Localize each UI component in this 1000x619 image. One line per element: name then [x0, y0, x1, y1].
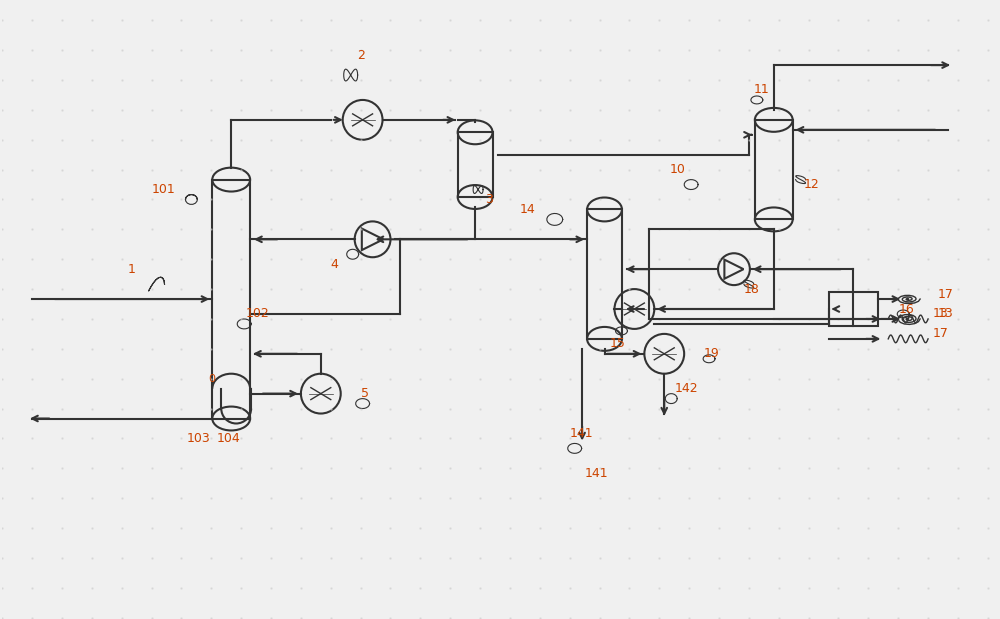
Bar — [458, 132, 493, 197]
Text: 104: 104 — [216, 432, 240, 445]
Text: 13: 13 — [938, 308, 954, 321]
Bar — [829, 292, 878, 326]
Bar — [212, 180, 250, 418]
Text: 102: 102 — [246, 308, 270, 321]
Text: 141: 141 — [585, 467, 608, 480]
Text: 1: 1 — [128, 262, 136, 275]
Text: 142: 142 — [674, 382, 698, 395]
Text: 17: 17 — [938, 288, 954, 301]
Text: 15: 15 — [610, 337, 625, 350]
Text: 18: 18 — [744, 283, 760, 296]
Text: 17: 17 — [933, 327, 949, 340]
Text: 141: 141 — [570, 427, 593, 440]
Text: 0: 0 — [208, 374, 215, 384]
Text: 103: 103 — [186, 432, 210, 445]
Text: 4: 4 — [331, 258, 339, 271]
Text: 10: 10 — [669, 163, 685, 176]
Text: 2: 2 — [357, 49, 365, 62]
Text: 16: 16 — [898, 303, 914, 316]
Text: 14: 14 — [520, 203, 536, 216]
Text: 19: 19 — [704, 347, 720, 360]
Text: 11: 11 — [754, 84, 770, 97]
Text: 3: 3 — [485, 193, 493, 206]
Text: 12: 12 — [804, 178, 819, 191]
Text: 101: 101 — [152, 183, 175, 196]
Text: 5: 5 — [361, 387, 369, 400]
Text: 13: 13 — [933, 308, 949, 321]
Bar — [587, 209, 622, 339]
Bar — [755, 120, 793, 219]
